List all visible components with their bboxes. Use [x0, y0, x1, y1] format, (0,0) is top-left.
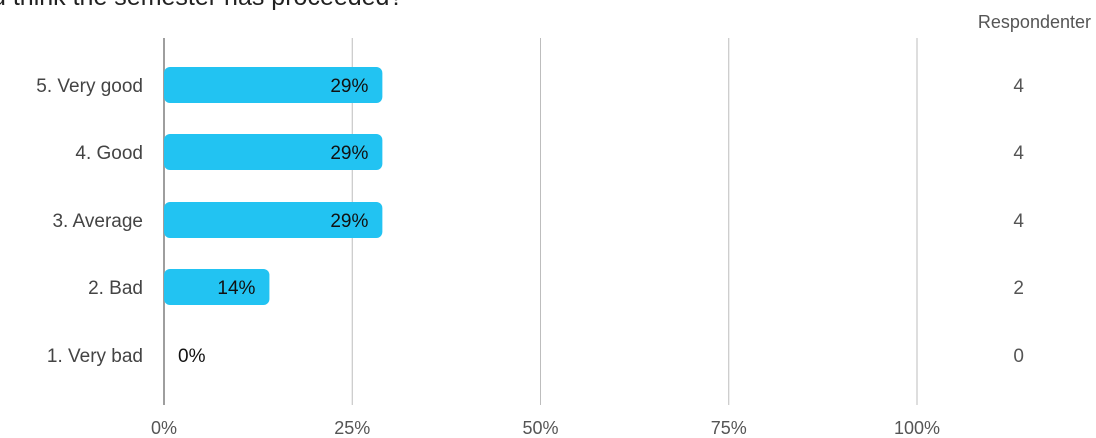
- bar: [164, 202, 383, 238]
- x-tick-label: 75%: [711, 418, 747, 438]
- bar-value-label: 29%: [330, 211, 368, 232]
- category-label: 5. Very good: [36, 76, 143, 97]
- respondent-count: 4: [1013, 143, 1024, 164]
- bar-value-label: 0%: [178, 346, 206, 367]
- respondent-count: 2: [1013, 278, 1024, 299]
- bar-value-label: 29%: [330, 143, 368, 164]
- x-tick-label: 50%: [522, 418, 558, 438]
- x-tick-label: 25%: [334, 418, 370, 438]
- category-label: 4. Good: [75, 143, 143, 164]
- bar: [164, 67, 383, 103]
- x-tick-label: 100%: [894, 418, 940, 438]
- respondent-count: 4: [1013, 76, 1024, 97]
- bar-value-label: 14%: [217, 278, 255, 299]
- x-tick-label: 0%: [151, 418, 177, 438]
- bar: [164, 269, 270, 305]
- category-label: 2. Bad: [88, 278, 143, 299]
- category-label: 1. Very bad: [47, 346, 143, 367]
- bar: [164, 134, 383, 170]
- category-label: 3. Average: [52, 211, 143, 232]
- bar-value-label: 29%: [330, 76, 368, 97]
- chart-title: u think the semester has proceeded?: [0, 0, 403, 12]
- respondents-column-header: Respondenter: [977, 12, 1091, 32]
- respondent-count: 4: [1013, 211, 1024, 232]
- respondent-count: 0: [1013, 346, 1024, 367]
